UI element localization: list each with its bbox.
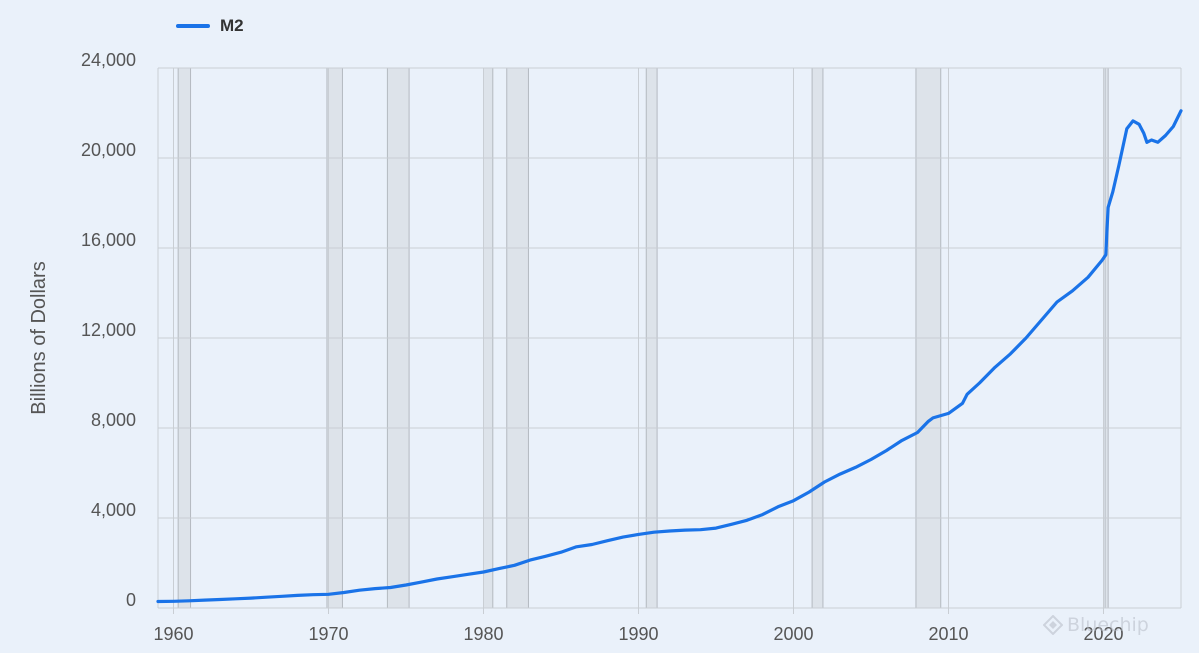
diamond-logo-icon — [1043, 615, 1063, 635]
y-tick-label: 16,000 — [81, 230, 136, 250]
y-tick-label: 0 — [126, 590, 136, 610]
x-tick-label: 2020 — [1083, 624, 1123, 644]
legend-swatch — [176, 24, 210, 28]
y-tick-label: 12,000 — [81, 320, 136, 340]
watermark: Bluechip — [1043, 614, 1149, 636]
grid-lines — [158, 67, 1182, 608]
legend-label-m2: M2 — [220, 16, 244, 35]
x-tick-label: 1980 — [463, 624, 503, 644]
x-tick-label: 1990 — [618, 624, 658, 644]
series-layer — [156, 109, 1183, 604]
x-tick-label: 1970 — [308, 624, 348, 644]
y-tick-label: 24,000 — [81, 50, 136, 70]
y-axis-label: Billions of Dollars — [28, 261, 50, 414]
y-tick-label: 8,000 — [91, 410, 136, 430]
legend: M2 — [176, 14, 244, 38]
y-tick-label: 20,000 — [81, 140, 136, 160]
x-tick-label: 2000 — [773, 624, 813, 644]
series-line-m2 — [156, 109, 1183, 604]
x-tick-label: 1960 — [153, 624, 193, 644]
watermark-label: Bluechip — [1067, 614, 1149, 636]
axes: 0 4,000 8,000 12,000 16,000 20,000 24,000 1960 1… — [81, 50, 1181, 644]
x-tick-label: 2010 — [928, 624, 968, 644]
y-tick-label: 4,000 — [91, 500, 136, 520]
